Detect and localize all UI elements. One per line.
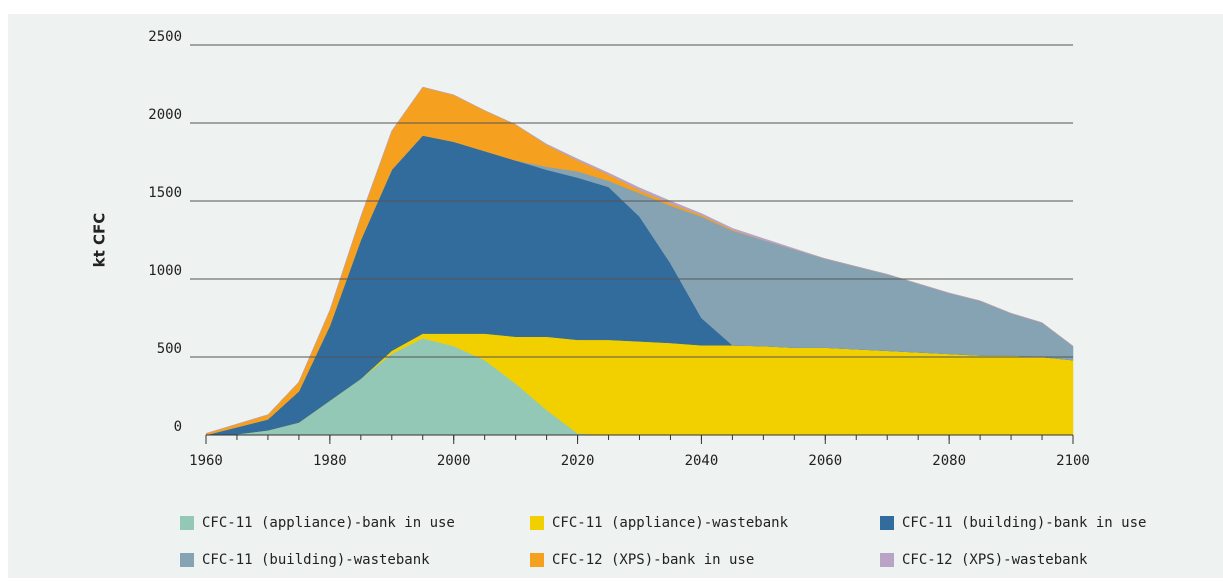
x-tick-label: 2080 (932, 453, 966, 469)
legend-swatch (180, 516, 194, 530)
x-tick-label: 2000 (437, 453, 471, 469)
legend-swatch (880, 553, 894, 567)
x-tick-label: 2060 (808, 453, 842, 469)
y-tick-label: 1000 (148, 263, 182, 279)
legend-swatch (530, 516, 544, 530)
legend-label: CFC-11 (building)-bank in use (902, 515, 1146, 531)
x-tick-label: 1960 (189, 453, 223, 469)
y-axis-label: kt CFC (91, 213, 109, 268)
area (205, 86, 1074, 434)
x-tick-label: 2100 (1056, 453, 1090, 469)
legend-label: CFC-11 (appliance)-bank in use (202, 515, 455, 531)
legend-label: CFC-12 (XPS)-bank in use (552, 552, 754, 568)
y-tick-label: 500 (157, 341, 182, 357)
x-tick-label: 2020 (561, 453, 595, 469)
legend-swatch (880, 516, 894, 530)
legend-label: CFC-11 (building)-wastebank (202, 552, 430, 568)
y-tick-label: 0 (174, 419, 182, 435)
legend-label: CFC-11 (appliance)-wastebank (552, 515, 789, 531)
x-tick-label: 1980 (313, 453, 347, 469)
y-tick-label: 2000 (148, 107, 182, 123)
y-tick-label: 1500 (148, 185, 182, 201)
legend-swatch (180, 553, 194, 567)
legend-label: CFC-12 (XPS)-wastebank (902, 552, 1088, 568)
x-tick-label: 2040 (685, 453, 719, 469)
legend-swatch (530, 553, 544, 567)
y-tick-label: 2500 (148, 29, 182, 45)
